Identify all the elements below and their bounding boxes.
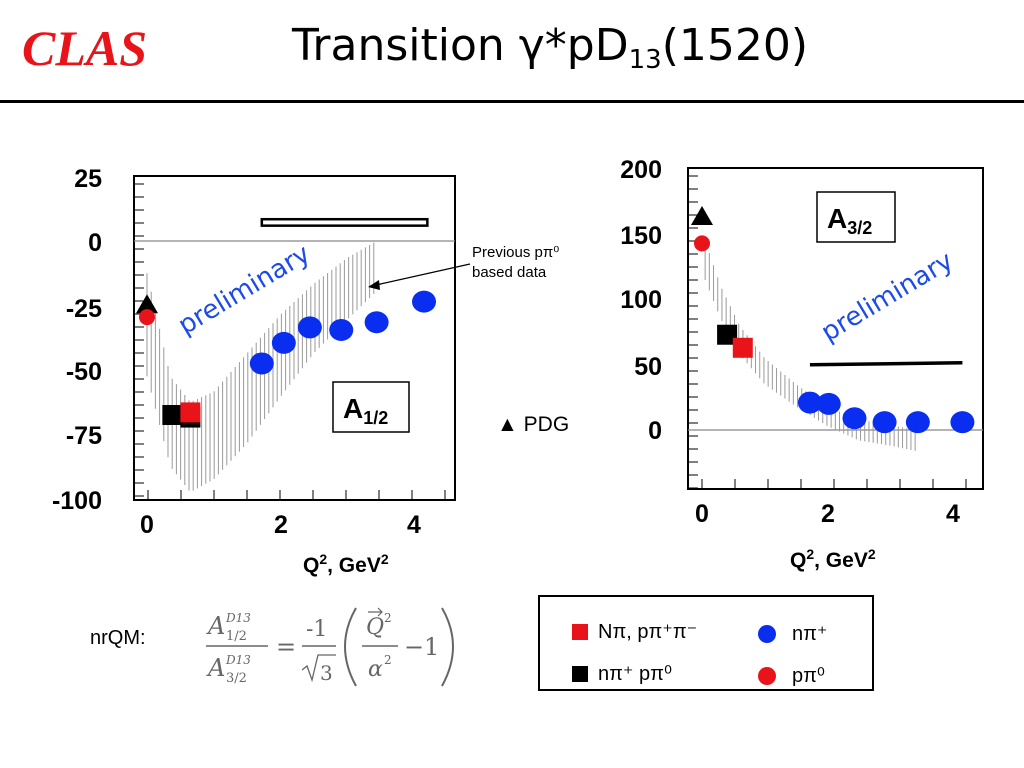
- title-tail: (1520): [661, 20, 809, 71]
- panel-label-subscript: 3/2: [847, 218, 872, 238]
- svg-text:−: −: [404, 633, 424, 661]
- svg-text:1/2: 1/2: [226, 629, 247, 644]
- svg-text:α: α: [368, 657, 383, 682]
- legend-item-npi-ppi0: nπ⁺ pπ⁰: [572, 661, 672, 686]
- pdg-key: ▲ PDG: [497, 412, 569, 438]
- nrqm-formula: A D13 1/2 A D13 3/2 = -1 3 Q 2 α 2 − 1: [206, 607, 454, 687]
- svg-text:D13: D13: [225, 653, 251, 667]
- data-point: [180, 402, 201, 423]
- data-point: [732, 337, 753, 358]
- data-point: [297, 316, 322, 339]
- svg-text:A: A: [206, 654, 225, 682]
- legend-black-square-icon: [572, 665, 588, 682]
- x-axis-label-left: Q2, GeV2: [303, 551, 389, 577]
- pdg-triangle-icon: ▲: [497, 413, 518, 436]
- legend-item-npi-ppipi: Nπ, pπ⁺π⁻: [572, 619, 697, 644]
- data-point: [162, 404, 183, 425]
- arrow-line: [375, 263, 471, 286]
- y-tick-label: -25: [66, 295, 102, 323]
- x-tick-label: 2: [821, 500, 835, 528]
- data-point: [717, 324, 738, 345]
- data-point: [816, 392, 841, 415]
- y-tick-label: -100: [52, 487, 102, 515]
- data-point: [329, 318, 354, 341]
- data-point: [364, 311, 389, 334]
- legend-label: Nπ, pπ⁺π⁻: [598, 621, 698, 643]
- y-tick-label: 25: [74, 165, 102, 193]
- x-tick-label: 4: [946, 500, 960, 528]
- data-point: [950, 411, 975, 434]
- x-tick-label: 0: [140, 511, 154, 539]
- svg-text:2: 2: [384, 653, 392, 667]
- svg-text:2: 2: [384, 611, 392, 625]
- data-point: [691, 205, 713, 225]
- y-tick-label: 150: [620, 222, 662, 250]
- reference-bar: [260, 217, 429, 227]
- x-tick-label: 0: [695, 500, 709, 528]
- panel-label-subscript: 1/2: [363, 408, 388, 428]
- y-tick-label: 0: [88, 229, 102, 257]
- svg-text:A: A: [206, 612, 225, 640]
- previous-note-line2: based data: [472, 264, 547, 281]
- y-tick-label: 100: [620, 286, 662, 314]
- svg-text:D13: D13: [225, 611, 251, 625]
- nrqm-label: nrQM:: [90, 627, 146, 649]
- legend-label: nπ⁺: [792, 623, 828, 645]
- svg-text:3: 3: [320, 661, 333, 685]
- slide-title: Transition γ*pD13(1520): [292, 14, 808, 92]
- x-axis-label-right: Q2, GeV2: [790, 546, 876, 572]
- data-point: [139, 309, 155, 326]
- svg-text:Q: Q: [366, 615, 384, 640]
- previous-data-note: Previous pπ⁰ based data: [472, 243, 559, 283]
- x-tick-label: 4: [407, 511, 421, 539]
- data-point: [905, 411, 930, 434]
- reference-line: [809, 361, 963, 367]
- previous-data-arrow: [368, 263, 471, 290]
- legend-label: nπ⁺ pπ⁰: [598, 663, 672, 685]
- legend-item-ppi0: pπ⁰: [758, 663, 825, 688]
- y-tick-label: 0: [648, 417, 662, 445]
- y-tick-label: 200: [620, 156, 662, 184]
- data-point: [872, 411, 897, 434]
- data-point: [412, 290, 437, 313]
- previous-note-line1: Previous pπ⁰: [472, 244, 560, 261]
- clas-logo: CLAS: [22, 20, 148, 76]
- legend-red-square-icon: [572, 623, 588, 640]
- svg-text:-1: -1: [306, 617, 327, 642]
- x-tick-label: 2: [274, 511, 288, 539]
- panel-label-box: [332, 381, 410, 433]
- title-subscript: 13: [628, 45, 662, 75]
- plot-frame: [687, 167, 984, 490]
- data-point: [694, 235, 710, 252]
- data-point: [249, 352, 274, 375]
- data-point: [271, 331, 296, 354]
- data-point: [797, 391, 822, 414]
- svg-text:3/2: 3/2: [226, 671, 247, 686]
- legend-red-circle-icon: [758, 666, 776, 685]
- title-main: Transition γ*pD: [292, 20, 629, 71]
- pdg-label: PDG: [523, 413, 570, 436]
- title-divider: [0, 100, 1024, 103]
- data-point: [842, 407, 867, 430]
- legend-box: Nπ, pπ⁺π⁻ nπ⁺ nπ⁺ pπ⁰ pπ⁰: [538, 595, 874, 691]
- svg-text:=: =: [276, 633, 296, 661]
- legend-blue-circle-icon: [758, 624, 776, 643]
- y-tick-label: -50: [66, 358, 102, 386]
- legend-label: pπ⁰: [792, 665, 825, 687]
- panel-label-box: [816, 191, 896, 243]
- panel-label: A1/2: [332, 381, 410, 433]
- data-point: [136, 294, 158, 314]
- plot-frame: [133, 175, 456, 501]
- y-tick-label: 50: [634, 353, 662, 381]
- legend-item-npi-plus: nπ⁺: [758, 621, 827, 646]
- panel-label: A3/2: [816, 191, 896, 243]
- arrow-head-icon: [368, 280, 380, 290]
- svg-text:1: 1: [424, 633, 439, 661]
- preliminary-text: preliminary: [816, 246, 958, 348]
- y-tick-label: -75: [66, 422, 102, 450]
